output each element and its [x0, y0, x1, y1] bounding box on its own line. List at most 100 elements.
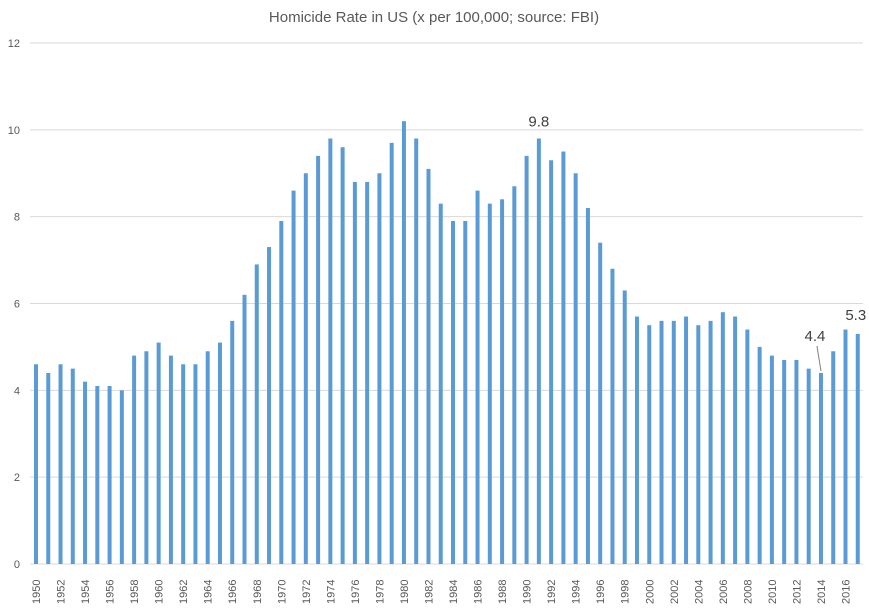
x-tick-label: 1970 [276, 580, 288, 604]
bar-1967 [242, 294, 247, 564]
x-tick-label: 1984 [448, 580, 460, 604]
bar-1980 [401, 121, 406, 565]
bar-2015 [831, 351, 836, 564]
bar-1951 [46, 372, 51, 564]
bar-1979 [389, 142, 394, 564]
x-tick-label: 1954 [80, 580, 92, 604]
x-tick-label: 1990 [522, 580, 534, 604]
bar-1950 [34, 364, 38, 564]
bar-1971 [291, 190, 296, 564]
bar-1997 [610, 268, 615, 564]
bar-1969 [267, 247, 272, 564]
bar-2008 [745, 329, 750, 564]
x-tick-label: 1976 [350, 580, 362, 604]
annotations: 9.8 4.4 5.3 [528, 114, 866, 372]
bar-1978 [377, 173, 382, 564]
bar-1966 [230, 320, 235, 564]
x-tick-label: 1992 [546, 580, 558, 604]
bar-1960 [156, 342, 161, 564]
bar-1993 [561, 151, 566, 564]
bar-1986 [475, 190, 480, 564]
bar-2001 [659, 320, 664, 564]
bar-1973 [316, 155, 321, 564]
bar-1995 [585, 207, 590, 564]
y-axis-ticks: 0 2 4 6 8 10 12 [8, 38, 20, 571]
bars [34, 121, 860, 565]
bar-2013 [806, 368, 811, 564]
x-tick-label: 1980 [399, 580, 411, 604]
x-tick-label: 1978 [374, 580, 386, 604]
y-tick-label: 6 [14, 299, 20, 311]
bar-1989 [512, 186, 517, 564]
x-tick-label: 1966 [227, 580, 239, 604]
data-label: 5.3 [845, 307, 866, 324]
bar-1954 [83, 381, 88, 564]
bar-2017 [855, 333, 860, 564]
bar-1996 [598, 242, 603, 564]
bar-2003 [684, 316, 689, 564]
x-tick-label: 2008 [742, 580, 754, 604]
bar-2002 [671, 320, 676, 564]
x-tick-label: 1952 [56, 580, 68, 604]
bar-1988 [500, 199, 505, 565]
bar-1953 [70, 368, 75, 564]
bar-2007 [733, 316, 738, 564]
bar-2009 [757, 346, 762, 564]
x-tick-label: 1968 [252, 580, 264, 604]
bar-2016 [843, 329, 848, 564]
x-tick-label: 1982 [423, 580, 435, 604]
x-tick-label: 2014 [816, 580, 828, 604]
grid-lines [30, 42, 863, 565]
bar-1994 [573, 173, 578, 564]
bar-2010 [769, 355, 774, 564]
bar-1957 [119, 390, 124, 564]
bar-2006 [720, 312, 725, 564]
y-tick-label: 2 [14, 472, 20, 484]
x-tick-label: 1972 [301, 580, 313, 604]
x-tick-label: 1988 [497, 580, 509, 604]
bar-1990 [524, 155, 529, 564]
x-tick-label: 1958 [129, 580, 141, 604]
bar-1983 [438, 203, 443, 564]
bar-1987 [487, 203, 492, 564]
bar-1955 [95, 385, 100, 564]
bar-2012 [794, 359, 799, 564]
x-tick-label: 1998 [620, 580, 632, 604]
bar-1964 [205, 351, 210, 564]
bar-1984 [451, 221, 456, 564]
bar-1977 [365, 181, 370, 564]
bar-1956 [107, 385, 112, 564]
bar-1982 [426, 168, 431, 565]
bar-1975 [340, 147, 345, 564]
x-tick-label: 2004 [693, 580, 705, 604]
bar-1985 [463, 221, 468, 564]
x-axis-ticks: 1950 1952 1954 1956 1958 1960 1962 1964 1966 1968… [31, 580, 852, 604]
bar-1974 [328, 138, 333, 564]
x-tick-label: 1960 [154, 580, 166, 604]
annotation-leader-line [816, 345, 822, 372]
bar-2011 [782, 359, 787, 564]
x-tick-label: 2012 [791, 580, 803, 604]
x-tick-label: 1964 [203, 580, 215, 604]
bar-1952 [58, 364, 63, 564]
bar-1968 [254, 264, 259, 564]
x-tick-label: 1994 [571, 580, 583, 604]
bar-1972 [303, 173, 308, 564]
bar-1981 [414, 138, 419, 564]
x-tick-label: 2000 [644, 580, 656, 604]
bar-1992 [549, 160, 554, 564]
data-label: 9.8 [528, 114, 549, 131]
chart-title: Homicide Rate in US (x per 100,000; sour… [269, 9, 599, 26]
bar-2014 [818, 372, 823, 564]
bar-1991 [536, 138, 541, 564]
bar-1961 [168, 355, 173, 564]
x-tick-label: 1986 [473, 580, 485, 604]
x-tick-label: 2010 [767, 580, 779, 604]
bar-1963 [193, 364, 198, 564]
x-tick-label: 1996 [595, 580, 607, 604]
bar-1958 [132, 355, 137, 564]
x-tick-label: 2016 [840, 580, 852, 604]
bar-1999 [634, 316, 639, 564]
